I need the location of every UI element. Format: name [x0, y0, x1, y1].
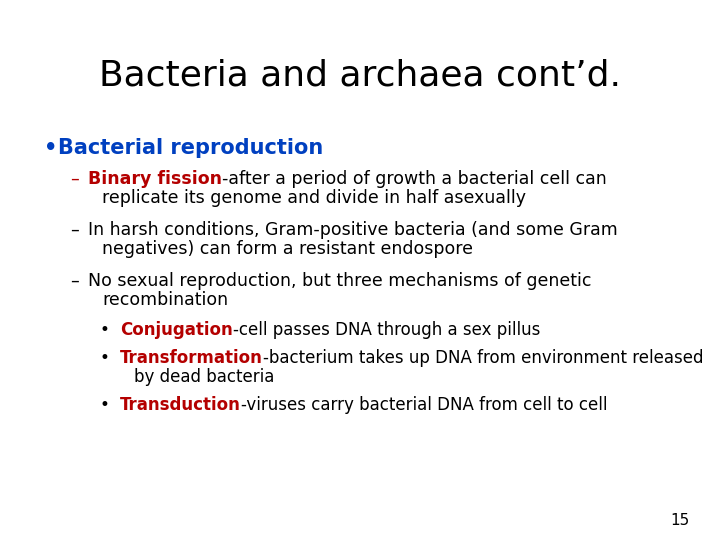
- Text: Bacterial reproduction: Bacterial reproduction: [58, 138, 323, 158]
- Text: replicate its genome and divide in half asexually: replicate its genome and divide in half …: [102, 189, 526, 207]
- Text: 15: 15: [671, 513, 690, 528]
- Text: •: •: [44, 138, 58, 158]
- Text: -cell passes DNA through a sex pillus: -cell passes DNA through a sex pillus: [233, 321, 540, 339]
- Text: -bacterium takes up DNA from environment released: -bacterium takes up DNA from environment…: [263, 349, 703, 367]
- Text: No sexual reproduction, but three mechanisms of genetic: No sexual reproduction, but three mechan…: [88, 272, 592, 290]
- Text: by dead bacteria: by dead bacteria: [134, 368, 274, 386]
- Text: Conjugation: Conjugation: [120, 321, 233, 339]
- Text: Bacteria and archaea cont’d.: Bacteria and archaea cont’d.: [99, 58, 621, 92]
- Text: –: –: [70, 170, 78, 188]
- Text: •: •: [100, 349, 110, 367]
- Text: In harsh conditions, Gram-positive bacteria (and some Gram: In harsh conditions, Gram-positive bacte…: [88, 221, 618, 239]
- Text: -viruses carry bacterial DNA from cell to cell: -viruses carry bacterial DNA from cell t…: [241, 396, 608, 414]
- Text: recombination: recombination: [102, 291, 228, 309]
- Text: –: –: [70, 221, 78, 239]
- Text: -after a period of growth a bacterial cell can: -after a period of growth a bacterial ce…: [222, 170, 607, 188]
- Text: Binary fission: Binary fission: [88, 170, 222, 188]
- Text: •: •: [100, 396, 110, 414]
- Text: •: •: [100, 321, 110, 339]
- Text: Transduction: Transduction: [120, 396, 241, 414]
- Text: –: –: [70, 272, 78, 290]
- Text: negatives) can form a resistant endospore: negatives) can form a resistant endospor…: [102, 240, 473, 258]
- Text: Transformation: Transformation: [120, 349, 263, 367]
